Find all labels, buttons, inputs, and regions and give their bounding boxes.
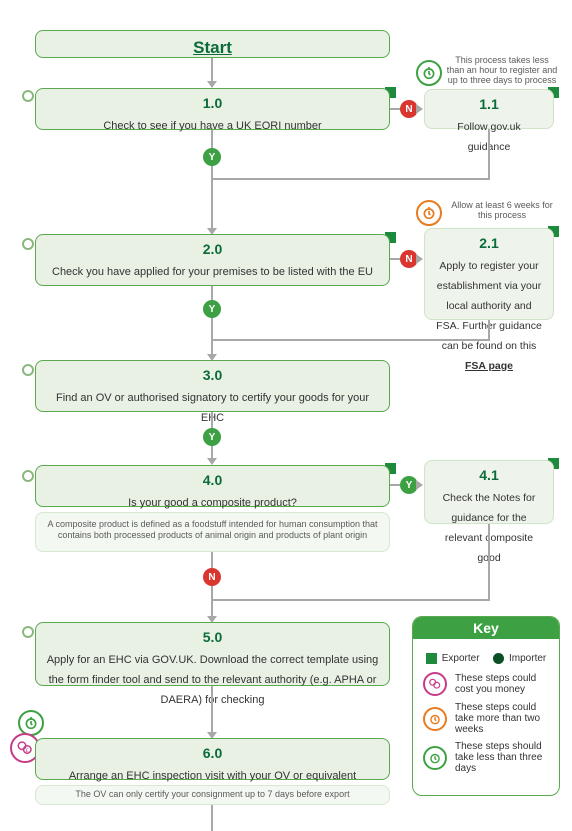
- arrow: [207, 458, 217, 465]
- connector: [211, 805, 213, 831]
- decision-n: N: [203, 568, 221, 586]
- connector: [211, 286, 213, 356]
- node-text: Check you have applied for your premises…: [52, 266, 373, 278]
- node-1-1: 1.1 Follow gov.uk guidance: [424, 89, 554, 129]
- node-num: 3.0: [46, 367, 379, 385]
- key-slow: These steps could take more than two wee…: [455, 702, 549, 735]
- cost-icon: [423, 672, 447, 696]
- exporter-square-icon: [426, 653, 437, 664]
- arrow: [416, 254, 423, 264]
- start-node: Start: [35, 30, 390, 58]
- key-fast: These steps should take less than three …: [455, 741, 549, 774]
- node-num: 2.1: [435, 235, 543, 253]
- connector: [213, 339, 490, 341]
- decision-y: Y: [203, 148, 221, 166]
- connector: [211, 686, 213, 734]
- node-text: Arrange an EHC inspection visit with you…: [69, 770, 356, 782]
- note-text: The OV can only certify your consignment…: [75, 789, 349, 799]
- node-text: Apply to register your establishment via…: [436, 260, 542, 372]
- node-text: Is your good a composite product?: [128, 497, 297, 509]
- clock-slow-icon: [423, 707, 447, 731]
- node-2-1: 2.1 Apply to register your establishment…: [424, 228, 554, 320]
- node-num: 1.0: [46, 95, 379, 113]
- node-num: 1.1: [435, 96, 543, 114]
- node-1-0: 1.0 Check to see if you have a UK EORI n…: [35, 88, 390, 130]
- decision-y: Y: [203, 428, 221, 446]
- key-panel: Key Exporter Importer These steps could …: [412, 616, 560, 796]
- exporter-marker: [22, 90, 34, 102]
- node-6-0: 6.0 Arrange an EHC inspection visit with…: [35, 738, 390, 780]
- clock-slow-icon: [416, 200, 442, 226]
- exporter-marker: [22, 470, 34, 482]
- node-num: 4.1: [435, 467, 543, 485]
- decision-y: Y: [203, 300, 221, 318]
- node-3-0: 3.0 Find an OV or authorised signatory t…: [35, 360, 390, 412]
- connector: [211, 58, 213, 83]
- exporter-marker: [22, 626, 34, 638]
- start-label: Start: [193, 38, 232, 57]
- exporter-marker: [22, 364, 34, 376]
- node-5-0: 5.0 Apply for an EHC via GOV.UK. Downloa…: [35, 622, 390, 686]
- connector: [213, 178, 490, 180]
- clock-fast-icon: [18, 710, 44, 736]
- clock-fast-icon: [416, 60, 442, 86]
- note-text: A composite product is defined as a food…: [47, 519, 377, 540]
- arrow: [416, 480, 423, 490]
- svg-text:£: £: [26, 748, 29, 754]
- note-1-1: This process takes less than an hour to …: [446, 55, 558, 85]
- key-importer: Importer: [509, 653, 546, 664]
- node-num: 5.0: [46, 629, 379, 647]
- importer-circle-icon: [493, 653, 504, 664]
- key-cost: These steps could cost you money: [455, 673, 549, 695]
- connector: [211, 130, 213, 230]
- connector: [213, 599, 490, 601]
- key-title: Key: [413, 617, 559, 639]
- connector: [488, 129, 490, 179]
- key-exporter: Exporter: [442, 653, 480, 664]
- node-num: 4.0: [46, 472, 379, 490]
- node-num: 6.0: [46, 745, 379, 763]
- node-4-0: 4.0 Is your good a composite product?: [35, 465, 390, 507]
- connector: [488, 524, 490, 600]
- note-4: A composite product is defined as a food…: [35, 512, 390, 552]
- exporter-marker: [22, 238, 34, 250]
- fsa-link[interactable]: FSA page: [465, 360, 513, 372]
- clock-fast-icon: [423, 746, 447, 770]
- node-num: 2.0: [46, 241, 379, 259]
- arrow: [416, 104, 423, 114]
- note-6: The OV can only certify your consignment…: [35, 785, 390, 805]
- arrow: [207, 81, 217, 88]
- node-2-0: 2.0 Check you have applied for your prem…: [35, 234, 390, 286]
- connector: [488, 320, 490, 340]
- node-4-1: 4.1 Check the Notes for guidance for the…: [424, 460, 554, 524]
- note-2-1: Allow at least 6 weeks for this process: [448, 200, 556, 220]
